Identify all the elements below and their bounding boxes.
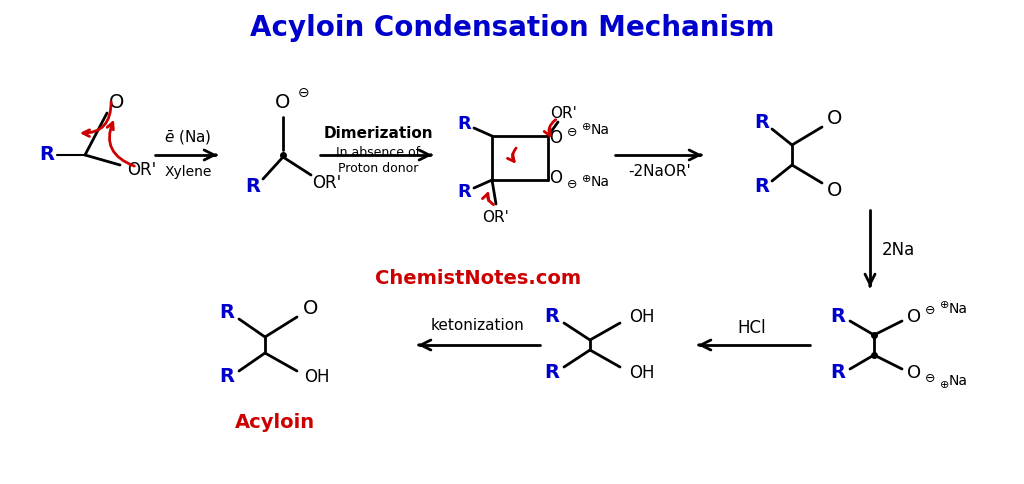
- Text: R: R: [219, 367, 234, 387]
- Text: O: O: [907, 364, 921, 382]
- Text: Acyloin: Acyloin: [234, 413, 315, 433]
- Text: $\ominus$: $\ominus$: [925, 304, 936, 318]
- Text: -2NaOR': -2NaOR': [629, 165, 691, 180]
- Text: R: R: [40, 146, 54, 165]
- Text: Na: Na: [591, 175, 609, 189]
- Text: Xylene: Xylene: [164, 165, 212, 179]
- Text: $\oplus$: $\oplus$: [581, 172, 591, 183]
- Text: O: O: [550, 169, 562, 187]
- Text: OR': OR': [551, 106, 578, 121]
- Text: 2Na: 2Na: [882, 241, 914, 259]
- Text: $\oplus$: $\oplus$: [939, 300, 949, 311]
- Text: O: O: [275, 93, 291, 112]
- Text: R: R: [830, 363, 846, 382]
- Text: O: O: [303, 300, 318, 318]
- Text: Na: Na: [948, 374, 968, 388]
- Text: OR': OR': [127, 161, 157, 179]
- Text: R: R: [246, 178, 260, 197]
- Text: Na: Na: [591, 123, 609, 137]
- Text: In absence of: In absence of: [336, 146, 420, 158]
- Text: O: O: [827, 109, 843, 128]
- Text: $\ominus$: $\ominus$: [566, 178, 578, 191]
- Text: O: O: [827, 182, 843, 200]
- Text: ChemistNotes.com: ChemistNotes.com: [375, 269, 581, 287]
- Text: R: R: [545, 363, 559, 382]
- Text: O: O: [550, 129, 562, 147]
- Text: ketonization: ketonization: [431, 318, 525, 333]
- Text: O: O: [110, 93, 125, 112]
- Text: HCl: HCl: [737, 319, 766, 337]
- Text: O: O: [907, 308, 921, 326]
- Text: Na: Na: [948, 302, 968, 316]
- Text: R: R: [755, 114, 769, 133]
- Text: $\ominus$: $\ominus$: [566, 125, 578, 138]
- Text: $\oplus$: $\oplus$: [939, 379, 949, 391]
- Text: R: R: [219, 303, 234, 322]
- Text: Proton donor: Proton donor: [338, 162, 418, 175]
- Text: OR': OR': [482, 211, 509, 226]
- Text: $\ominus$: $\ominus$: [297, 86, 309, 100]
- Text: OH: OH: [304, 368, 330, 386]
- Text: R: R: [457, 183, 471, 201]
- Text: OH: OH: [630, 308, 654, 326]
- Text: $\bar{e}$ (Na): $\bar{e}$ (Na): [164, 129, 212, 147]
- Text: R: R: [457, 115, 471, 133]
- Text: R: R: [830, 307, 846, 327]
- Text: $\ominus$: $\ominus$: [925, 373, 936, 385]
- Text: R: R: [755, 178, 769, 197]
- Text: OR': OR': [312, 174, 342, 192]
- Text: Acyloin Condensation Mechanism: Acyloin Condensation Mechanism: [250, 14, 774, 42]
- Text: OH: OH: [630, 364, 654, 382]
- Text: R: R: [545, 307, 559, 327]
- Text: $\oplus$: $\oplus$: [581, 121, 591, 132]
- Text: Dimerization: Dimerization: [324, 125, 433, 140]
